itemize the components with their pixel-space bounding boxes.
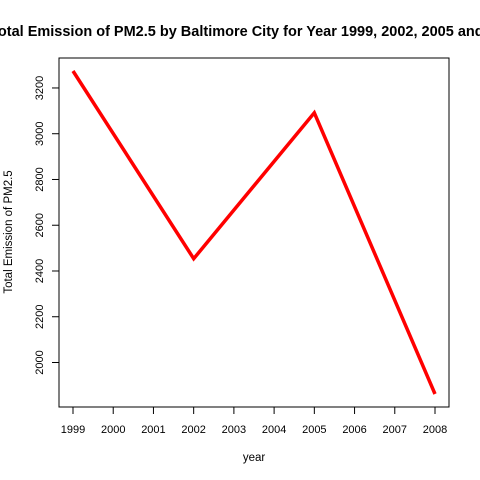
x-axis: 1999 2000 2001 2002 2003 2004 2005 2006 2007 2008 bbox=[61, 406, 447, 436]
y-tick-label: 3200 bbox=[34, 76, 46, 100]
x-tick-label: 2001 bbox=[141, 424, 165, 436]
y-tick-label: 2000 bbox=[34, 350, 46, 374]
y-tick-label: 2400 bbox=[34, 259, 46, 283]
x-axis-title: year bbox=[243, 452, 266, 464]
x-tick-label: 2008 bbox=[423, 424, 447, 436]
x-tick-label: 1999 bbox=[61, 424, 85, 436]
x-tick-label: 2003 bbox=[222, 424, 246, 436]
y-axis-title: Total Emission of PM2.5 bbox=[3, 170, 15, 293]
chart-title: Total Emission of PM2.5 by Baltimore Cit… bbox=[0, 24, 480, 40]
plot-frame bbox=[58, 57, 450, 408]
x-tick-label: 2002 bbox=[181, 424, 205, 436]
x-tick-label: 2006 bbox=[342, 424, 366, 436]
x-tick-label: 2000 bbox=[101, 424, 125, 436]
x-tick-label: 2004 bbox=[262, 424, 286, 436]
series-line-0 bbox=[71, 70, 437, 395]
x-tick-label: 2005 bbox=[302, 424, 326, 436]
y-tick-label: 2200 bbox=[34, 304, 46, 328]
y-tick-label: 2600 bbox=[34, 213, 46, 237]
y-axis: 2000 2200 2400 2600 2800 3000 3200 bbox=[34, 76, 60, 375]
x-tick-label: 2007 bbox=[383, 424, 407, 436]
y-tick-label: 3000 bbox=[34, 121, 46, 145]
y-tick-label: 2800 bbox=[34, 167, 46, 191]
series-layer bbox=[71, 70, 437, 395]
